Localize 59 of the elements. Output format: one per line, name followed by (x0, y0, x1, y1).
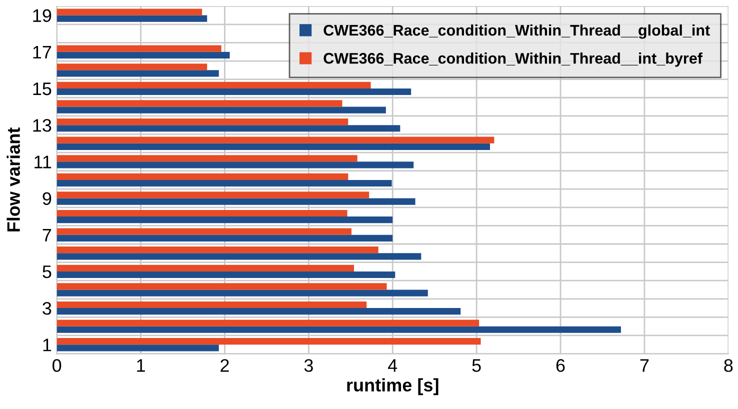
y-axis-title: Flow variant (6, 128, 20, 232)
bar (56, 246, 378, 254)
bar (56, 271, 396, 278)
bar (56, 106, 386, 114)
bar (56, 70, 219, 77)
bar (56, 125, 400, 132)
x-tick-label: 3 (304, 359, 313, 372)
bar (56, 88, 412, 96)
x-tick-label: 7 (640, 359, 649, 372)
x-tick-label: 8 (724, 359, 733, 372)
bar (56, 198, 416, 205)
bar (56, 64, 208, 70)
x-tick-label: 0 (52, 359, 62, 372)
y-tick-label: 5 (42, 266, 52, 278)
bar (56, 82, 371, 88)
bar (56, 118, 348, 126)
bar (56, 192, 370, 198)
bar (56, 210, 348, 217)
x-tick-label: 2 (220, 359, 229, 372)
y-tick-label: 11 (34, 156, 52, 168)
bar (56, 100, 342, 107)
y-tick-label: 19 (33, 9, 52, 22)
x-tick-label: 5 (472, 359, 481, 372)
bar (56, 155, 358, 162)
bar (56, 180, 392, 187)
y-tick-label: 3 (42, 302, 52, 315)
legend-label: CWE366_Race_condition_Within_Thread__global_int (324, 24, 710, 39)
bar (56, 45, 222, 52)
bar (56, 253, 422, 260)
bar (56, 326, 621, 333)
bar (56, 143, 490, 150)
x-tick-label: 1 (137, 359, 145, 372)
bar (56, 301, 367, 308)
bar (56, 136, 494, 144)
bar (56, 15, 208, 22)
bar (56, 216, 393, 224)
bar (56, 8, 202, 16)
y-tick-label: 7 (42, 228, 52, 242)
bar (56, 338, 481, 345)
y-tick-label: 1 (43, 338, 52, 352)
bar (56, 234, 393, 242)
x-tick-label: 4 (388, 359, 398, 372)
y-tick-label: 13 (33, 119, 52, 132)
y-tick-label: 15 (33, 82, 52, 96)
bar (56, 264, 354, 272)
bar (56, 162, 414, 168)
legend-label: CWE366_Race_condition_Within_Thread__int_byref (324, 52, 703, 67)
bar (56, 308, 461, 315)
bar (56, 52, 230, 58)
bar (56, 283, 387, 290)
bar (56, 344, 219, 352)
bar (56, 320, 480, 326)
bar (56, 290, 428, 296)
x-tick-label: 6 (556, 359, 565, 372)
y-tick-label: 9 (42, 192, 52, 205)
bar (56, 173, 348, 180)
bar (56, 228, 352, 235)
y-tick-label: 17 (33, 46, 52, 58)
x-axis-title: runtime [s] (347, 378, 438, 396)
